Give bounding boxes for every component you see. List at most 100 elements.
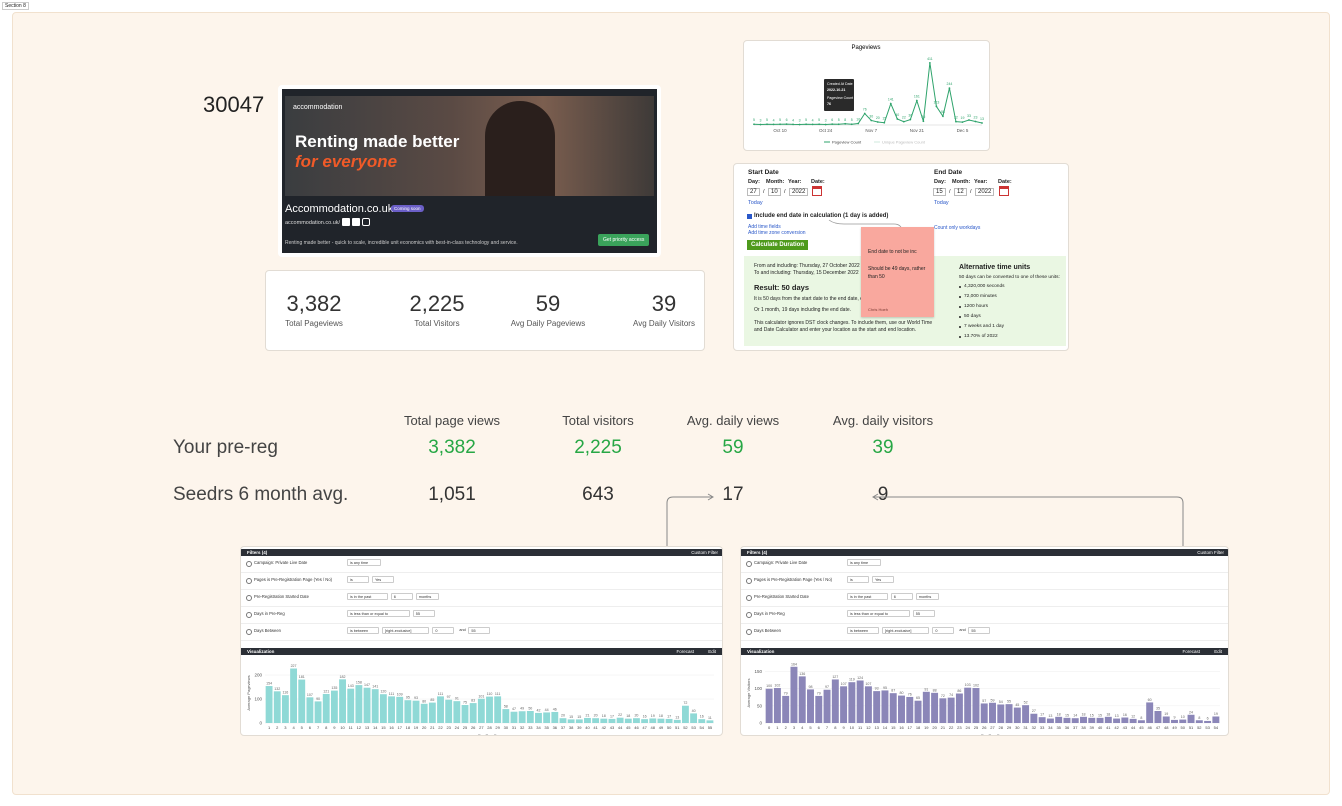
day-input[interactable]: 27 — [747, 188, 760, 196]
cta-button[interactable]: Get priority access — [598, 234, 650, 246]
bar — [535, 712, 542, 723]
bar — [1154, 711, 1162, 723]
point — [870, 119, 873, 122]
filter-label: Days Between — [254, 628, 281, 633]
x-tick-label: 5 — [301, 725, 304, 730]
bar-label: 111 — [495, 692, 500, 696]
bar-label: 18 — [626, 714, 630, 718]
x-tick-label: 11 — [349, 725, 354, 730]
cell-value: 9 — [877, 484, 889, 505]
alt-bullet — [959, 296, 961, 298]
bar — [848, 682, 856, 723]
custom-filter: Custom Filter — [1197, 550, 1224, 555]
point — [792, 123, 794, 126]
day-input[interactable]: 15 — [933, 188, 946, 196]
bar — [543, 712, 551, 723]
x-tick-label: 50 — [1181, 725, 1186, 730]
stat-value: 2,225 — [409, 291, 465, 316]
bar — [698, 719, 706, 723]
bar-label: 132 — [274, 687, 280, 691]
point — [902, 120, 905, 123]
bar — [388, 696, 395, 723]
alt-unit: 50 days — [964, 314, 981, 319]
x-tick-label: Oct 24 — [819, 128, 833, 133]
point — [837, 123, 840, 126]
heading: End Date — [934, 169, 963, 176]
filter-field: months — [415, 593, 439, 600]
filter-icon — [246, 595, 252, 601]
point — [811, 123, 814, 126]
banner-title: Accommodation.co.uk — [285, 203, 394, 215]
calendar-icon[interactable] — [812, 186, 822, 196]
headline: for everyone — [295, 152, 398, 171]
x-tick-label: 40 — [1098, 725, 1103, 730]
calculate-button[interactable]: Calculate Duration — [747, 240, 809, 250]
bar-label: 116 — [283, 691, 289, 695]
checkbox[interactable] — [747, 214, 752, 219]
point-label: 5 — [851, 118, 853, 122]
filter-label: Campaign: Private Live Date — [754, 560, 808, 565]
point — [805, 123, 808, 126]
bar-label: 44 — [545, 708, 549, 712]
bar — [486, 696, 493, 723]
bar — [790, 666, 798, 723]
point-label: 3 — [799, 119, 801, 123]
bar-label: 19 — [1214, 712, 1218, 716]
tooltip-text: Pageview Count — [827, 96, 853, 100]
bar-label: 127 — [832, 675, 838, 679]
bar-label: 19 — [651, 714, 655, 718]
bar-label: 21 — [585, 713, 589, 717]
bar — [1046, 718, 1054, 723]
filter-field: is — [347, 576, 369, 583]
filter-field: 55 — [968, 627, 991, 634]
y-tick-label: 0 — [259, 721, 262, 726]
x-tick-label: 7 — [826, 725, 829, 730]
x-tick-label: 17 — [397, 725, 402, 730]
x-tick-label: 41 — [593, 725, 598, 730]
bar-label: 119 — [849, 678, 855, 682]
point-label: 33 — [967, 114, 971, 118]
x-tick-label: 13 — [874, 725, 879, 730]
bar — [330, 690, 338, 723]
x-tick-label: 6 — [309, 725, 312, 730]
filter-label: Pre-Registration Started Date — [254, 594, 309, 599]
point-label: 5 — [779, 118, 781, 122]
point-label: 3 — [760, 119, 762, 123]
point — [766, 123, 768, 126]
bar-label: 22 — [618, 713, 622, 717]
link[interactable]: Add time fields — [748, 224, 781, 230]
filter-field: [right-exclusive] — [382, 627, 430, 634]
x-tick-label: 40 — [585, 725, 590, 730]
bar — [1204, 720, 1212, 723]
bar — [1187, 714, 1195, 723]
today-link[interactable]: Today — [934, 200, 949, 206]
point-label: 10 — [856, 117, 860, 121]
x-tick-label: 9 — [842, 725, 845, 730]
year-input[interactable]: 2022 — [975, 188, 995, 196]
point — [909, 118, 912, 121]
x-tick-label: 46 — [634, 725, 639, 730]
result-text: Or 1 month, 19 days including the end da… — [754, 307, 852, 313]
bar — [1171, 719, 1178, 723]
today-link[interactable]: Today — [748, 200, 763, 206]
point-label: 23 — [974, 116, 978, 120]
filter-field: Yes — [872, 576, 894, 583]
calendar-icon[interactable] — [999, 186, 1009, 196]
month-input[interactable]: 12 — [954, 188, 967, 196]
link[interactable]: Count only workdays — [934, 225, 981, 231]
x-tick-label: 19 — [924, 725, 929, 730]
tooltip-text: 76 — [827, 102, 831, 106]
link[interactable]: Add time zone conversion — [748, 230, 806, 236]
point — [876, 121, 879, 123]
bar-label: 13 — [1115, 714, 1119, 718]
bar — [526, 711, 534, 723]
point — [818, 123, 821, 126]
bar — [339, 679, 346, 723]
x-tick-label: Dec 5 — [957, 128, 969, 133]
viz-header — [241, 648, 722, 655]
month-input[interactable]: 10 — [768, 188, 781, 196]
bar-label: 154 — [266, 682, 272, 686]
bar-label: 14 — [1073, 714, 1077, 718]
dashboard: Filters (4) Custom Filter Campaign: Privat… — [240, 546, 723, 736]
year-input[interactable]: 2022 — [789, 188, 809, 196]
